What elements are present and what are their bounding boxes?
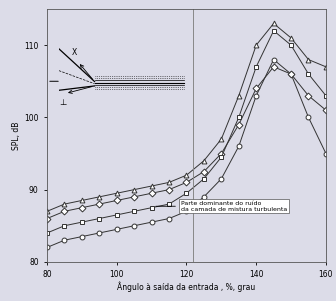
Text: X: X — [72, 48, 77, 57]
Text: $\bot$: $\bot$ — [57, 97, 68, 107]
Text: Parte dominante do ruído
da camada de mistura turbulenta: Parte dominante do ruído da camada de mi… — [181, 201, 287, 212]
X-axis label: Ângulo à saída da entrada , %, grau: Ângulo à saída da entrada , %, grau — [117, 282, 256, 293]
Y-axis label: SPL, dB: SPL, dB — [12, 121, 22, 150]
